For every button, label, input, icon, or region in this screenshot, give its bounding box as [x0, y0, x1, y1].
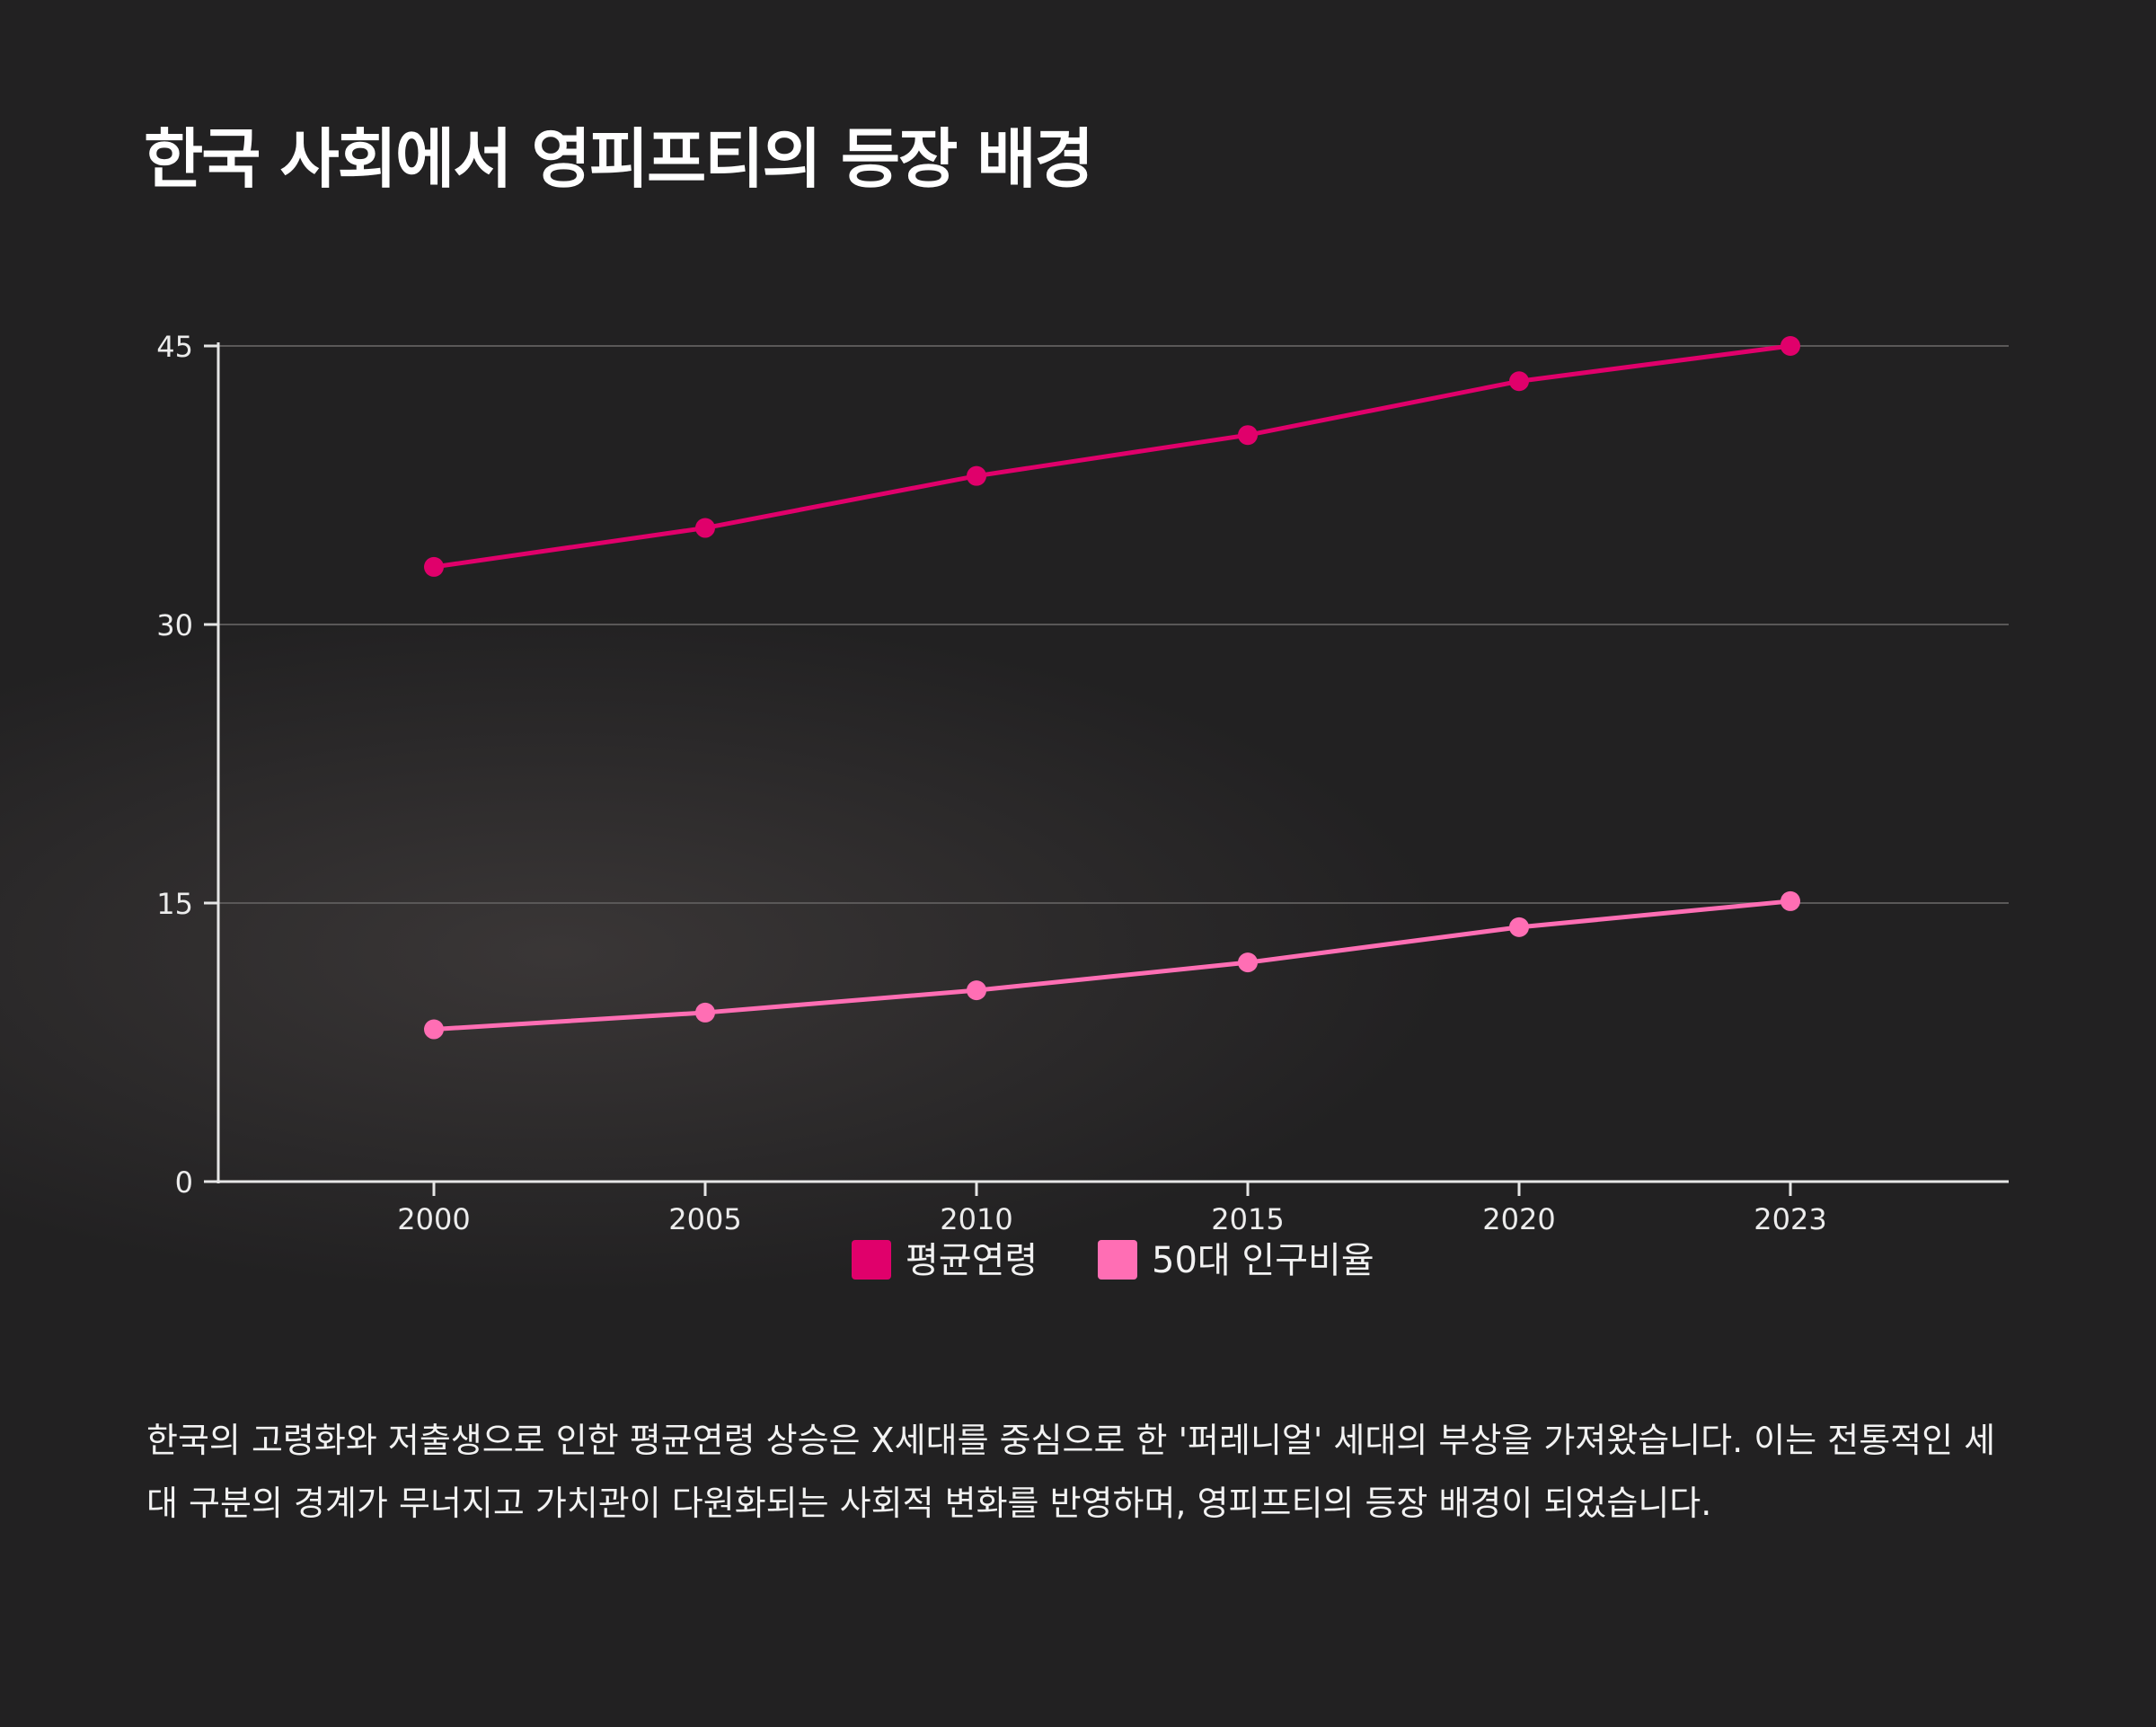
x-tick-label: 2005	[668, 1202, 741, 1236]
description-text: 한국의 고령화와 저출생으로 인한 평균연령 상승은 X세대를 중심으로 한 '…	[146, 1421, 1996, 1523]
data-point	[695, 518, 715, 538]
y-tick-label: 45	[156, 330, 193, 364]
data-point	[1509, 917, 1529, 937]
x-tick-label: 2010	[940, 1202, 1012, 1236]
data-point	[1780, 890, 1800, 911]
x-tick-label: 2020	[1482, 1202, 1555, 1236]
x-tick-label: 2015	[1211, 1202, 1284, 1236]
data-point	[695, 1002, 715, 1023]
y-tick-label: 15	[156, 887, 193, 921]
data-point	[424, 556, 444, 577]
series-line-0	[433, 343, 1791, 570]
x-axis-ticks: 2000 2005 2010 2015 2020 2023	[397, 1182, 1827, 1236]
y-axis-ticks: 0 15 30 45	[156, 330, 218, 1200]
data-point	[967, 980, 986, 1001]
data-point	[424, 1019, 444, 1040]
data-point	[967, 465, 986, 486]
line-chart: 0 15 30 45 2000 2005 2010 2015 2020 2023 평균연령 50대…	[156, 330, 2009, 1281]
x-tick-label: 2023	[1754, 1202, 1826, 1236]
legend-swatch	[852, 1240, 891, 1280]
data-point	[1780, 336, 1800, 356]
chart-axes	[216, 342, 2009, 1183]
y-tick-label: 0	[175, 1165, 193, 1200]
chart-series	[424, 336, 1800, 1040]
legend-label: 50대 인구비율	[1152, 1240, 1374, 1281]
chart-legend: 평균연령 50대 인구비율	[852, 1240, 1374, 1281]
y-tick-label: 30	[156, 608, 193, 642]
legend-swatch	[1098, 1240, 1137, 1280]
data-point	[1509, 371, 1529, 392]
data-point	[1238, 425, 1258, 446]
series-line-1	[433, 899, 1791, 1032]
x-tick-label: 2000	[397, 1202, 470, 1236]
grid-lines	[218, 345, 2009, 904]
page-title: 한국 사회에서 영피프티의 등장 배경	[144, 121, 1094, 197]
legend-label: 평균연령	[906, 1240, 1038, 1281]
data-point	[1238, 952, 1258, 973]
